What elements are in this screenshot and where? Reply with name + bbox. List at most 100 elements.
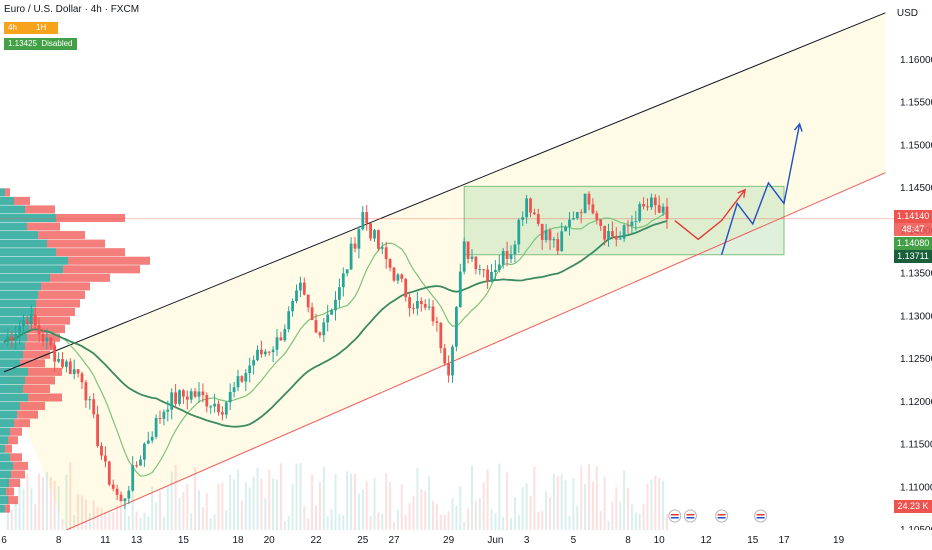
candle-bull: [154, 418, 158, 437]
volume-bar: [350, 473, 353, 530]
volume-bar: [389, 481, 392, 530]
candle-bull: [568, 219, 571, 227]
profile-bar-buy: [0, 496, 8, 505]
event-icon-1-flag-blue: [670, 517, 679, 519]
time-axis-bg: [0, 530, 932, 550]
candle-bear: [314, 320, 318, 333]
volume-bar: [447, 511, 450, 530]
price-tick-label: 1.13000: [900, 311, 932, 322]
volume-bar: [420, 488, 423, 530]
candle-bear: [657, 205, 661, 213]
candle-bear: [279, 337, 283, 341]
volume-bar: [256, 467, 259, 530]
profile-bar-buy: [0, 222, 27, 231]
candle-bull: [127, 490, 131, 499]
time-tick-label: 8: [625, 535, 631, 546]
volume-bar: [474, 500, 477, 530]
profile-bar-sell: [10, 453, 22, 462]
candle-bear: [174, 392, 177, 404]
volume-bar: [295, 463, 298, 530]
volume-bar: [404, 514, 407, 530]
time-tick-label: Jun: [487, 535, 503, 546]
candle-bull: [416, 300, 419, 309]
profile-bar-sell: [56, 248, 125, 257]
badge-timeframe-4h[interactable]: 4h: [4, 22, 36, 34]
volume-bar: [116, 505, 119, 530]
candle-bear: [96, 414, 99, 446]
profile-bar-sell: [14, 196, 30, 205]
time-axis[interactable]: 6 8 11 13 15 18 20 22 25 27 29 Jun 3 5 8 10 12 15 17 19: [0, 530, 932, 550]
candle-bull: [263, 351, 267, 355]
candle-bull: [287, 311, 291, 330]
channel-upper-line: [3, 12, 886, 373]
profile-bar-sell: [23, 350, 50, 359]
candle-bull: [232, 387, 236, 392]
candle-bear: [548, 230, 552, 241]
candle-bull: [326, 314, 330, 323]
candle-bear: [536, 214, 540, 224]
event-icon-3[interactable]: [715, 509, 729, 523]
volume-bar: [10, 509, 13, 530]
price-tick-label: 1.15000: [900, 140, 932, 151]
volume-bar: [564, 480, 567, 530]
volume-bar: [135, 511, 138, 530]
volume-bar: [545, 491, 548, 530]
profile-bar-sell: [68, 256, 150, 265]
volume-bar: [186, 484, 189, 530]
volume-bar: [424, 491, 427, 530]
volume-bar: [385, 473, 388, 530]
volume-bar: [225, 510, 228, 530]
channel-lines: [0, 12, 894, 531]
profile-bar-sell: [41, 282, 90, 291]
currency-label[interactable]: USD: [896, 8, 918, 19]
candle-bear: [377, 230, 380, 249]
volume-bar: [96, 506, 99, 530]
candle-bear: [158, 418, 162, 420]
event-icon-4[interactable]: [754, 509, 768, 523]
profile-bar-sell: [6, 487, 14, 496]
price-tick-label: 1.12500: [900, 354, 932, 365]
event-icon-3-flag-red: [717, 514, 726, 516]
volume-bar: [61, 519, 64, 530]
volume-bar: [459, 486, 462, 530]
candle-bear: [217, 403, 220, 413]
candle-bear: [423, 304, 427, 308]
candle-bear: [68, 361, 72, 375]
badge-price[interactable]: 1.13425 Disabled: [4, 38, 77, 50]
candle-bull: [497, 264, 501, 271]
candle-bear: [614, 236, 618, 240]
forecast-red-arrow: [674, 189, 746, 241]
event-icons[interactable]: [668, 509, 768, 523]
volume-bar: [198, 490, 200, 530]
volume-bar: [34, 504, 37, 530]
volume-bar: [541, 510, 544, 530]
volume-bar: [510, 517, 512, 530]
candle-bull: [462, 241, 466, 272]
profile-bar-buy: [0, 453, 10, 462]
event-icon-2[interactable]: [683, 509, 697, 523]
time-tick-label: 17: [778, 535, 790, 546]
candle-bull: [166, 409, 170, 412]
time-tick-label: 18: [232, 535, 244, 546]
volume-bar: [127, 515, 130, 530]
price-axis[interactable]: 1.160001.155001.150001.145001.140001.135…: [894, 0, 932, 550]
candle-bear: [611, 231, 614, 237]
candle-bull: [170, 392, 174, 410]
candle-bull: [322, 322, 326, 336]
candle-bear: [540, 223, 544, 241]
candle-bear: [482, 269, 486, 271]
candle-bear: [646, 206, 649, 208]
ma-slow-tag: 1.13711: [894, 250, 932, 263]
profile-bar-sell: [14, 419, 30, 428]
time-tick-label: 11: [100, 535, 111, 546]
profile-bar-buy: [0, 188, 5, 197]
candle-bull: [622, 225, 626, 239]
candle-bull: [197, 391, 201, 397]
volume-bar: [552, 473, 555, 530]
volume-bar: [45, 471, 48, 530]
event-icon-1[interactable]: [668, 509, 682, 523]
profile-bar-sell: [28, 393, 62, 402]
event-icon-3-flag-blue: [717, 517, 726, 519]
badge-timeframe-1h[interactable]: 1H: [32, 22, 58, 34]
